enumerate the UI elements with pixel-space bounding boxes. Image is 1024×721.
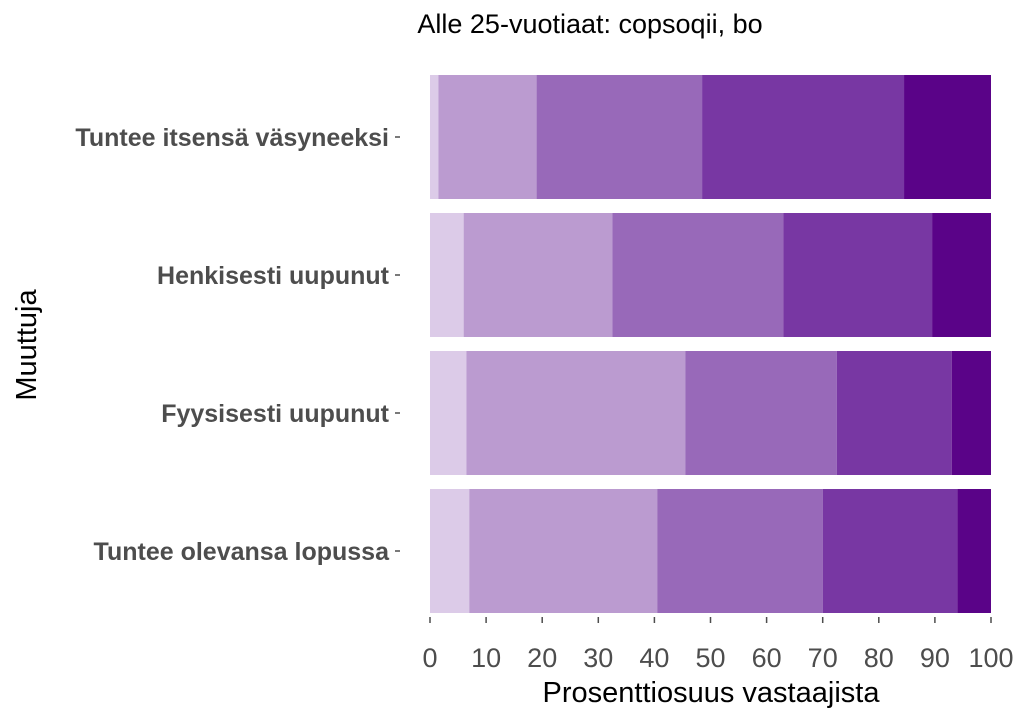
x-tick-label-50: 50	[695, 643, 725, 673]
x-tick-label-80: 80	[864, 643, 894, 673]
bar-fyysisesti-uupunut-segment-1	[430, 351, 467, 475]
bar-henkisesti-uupunut-segment-5	[932, 213, 991, 337]
bar-tuntee-itsens-v-syneeksi-segment-5	[904, 75, 991, 199]
category-label-fyysisesti-uupunut: Fyysisesti uupunut	[161, 400, 389, 428]
x-tick-label-100: 100	[968, 643, 1013, 673]
x-axis-title: Prosenttiosuus vastaajista	[543, 677, 881, 709]
bar-fyysisesti-uupunut-segment-2	[466, 351, 686, 475]
bar-tuntee-itsens-v-syneeksi-segment-1	[430, 75, 439, 199]
category-label-tuntee-olevansa-lopussa: Tuntee olevansa lopussa	[94, 538, 391, 566]
bar-henkisesti-uupunut-segment-3	[612, 213, 784, 337]
bar-tuntee-olevansa-lopussa-segment-1	[430, 489, 470, 613]
bar-tuntee-olevansa-lopussa-segment-5	[957, 489, 991, 613]
x-tick-label-70: 70	[808, 643, 838, 673]
bar-tuntee-itsens-v-syneeksi-segment-4	[702, 75, 905, 199]
x-tick-label-90: 90	[920, 643, 950, 673]
x-tick-label-10: 10	[471, 643, 501, 673]
chart-title: Alle 25-vuotiaat: copsoqii, bo	[417, 9, 762, 39]
category-axis: Tuntee itsensä väsyneeksi Henkisesti uupu…	[75, 124, 400, 566]
bar-tuntee-itsens-v-syneeksi-segment-3	[536, 75, 703, 199]
bar-fyysisesti-uupunut-segment-3	[685, 351, 837, 475]
bar-henkisesti-uupunut-segment-4	[783, 213, 933, 337]
bar-tuntee-itsens-v-syneeksi-segment-2	[438, 75, 537, 199]
bar-fyysisesti-uupunut-segment-4	[836, 351, 952, 475]
bar-tuntee-olevansa-lopussa-segment-4	[822, 489, 958, 613]
x-tick-label-40: 40	[639, 643, 669, 673]
bar-tuntee-olevansa-lopussa-segment-2	[469, 489, 658, 613]
x-tick-label-20: 20	[527, 643, 557, 673]
bar-henkisesti-uupunut-segment-2	[463, 213, 613, 337]
bar-henkisesti-uupunut-segment-1	[430, 213, 464, 337]
category-label-henkisesti-uupunut: Henkisesti uupunut	[157, 262, 390, 290]
x-axis: 0 10 20 30 40 50 60 70 80 90 100	[422, 617, 1014, 673]
bar-tuntee-olevansa-lopussa-segment-3	[657, 489, 823, 613]
x-tick-label-60: 60	[752, 643, 782, 673]
bars-layer	[430, 75, 991, 613]
x-tick-label-0: 0	[422, 643, 437, 673]
category-label-tuntee-itsens-v-syneeksi: Tuntee itsensä väsyneeksi	[75, 124, 389, 152]
bar-fyysisesti-uupunut-segment-5	[951, 351, 991, 475]
x-tick-label-30: 30	[583, 643, 613, 673]
y-axis-title: Muuttuja	[11, 289, 43, 401]
